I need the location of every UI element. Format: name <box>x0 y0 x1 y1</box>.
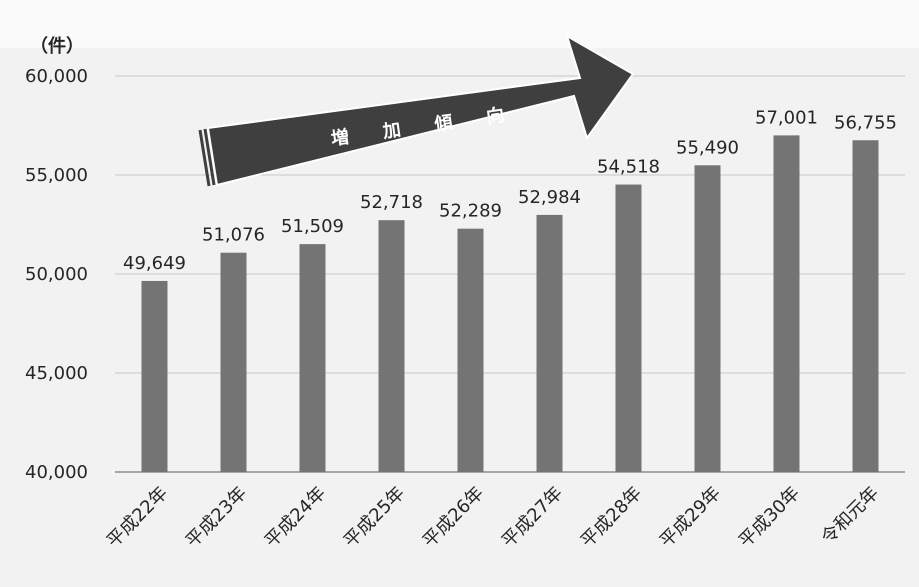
trend-arrow-shape <box>206 33 635 187</box>
bar <box>299 244 326 472</box>
data-label: 51,076 <box>202 225 265 246</box>
y-tick-label: 50,000 <box>25 264 88 285</box>
data-label: 56,755 <box>834 112 897 133</box>
bar <box>773 135 800 473</box>
bars <box>141 135 879 473</box>
data-label: 55,490 <box>676 137 739 158</box>
bar <box>615 184 642 473</box>
y-axis-tick-labels: 40,000 45,000 50,000 55,000 60,000 <box>25 66 88 483</box>
bar <box>220 252 247 472</box>
data-label: 49,649 <box>123 253 186 274</box>
y-tick-label: 40,000 <box>25 462 88 483</box>
y-tick-label: 60,000 <box>25 66 88 87</box>
bar <box>141 280 168 472</box>
y-axis-unit-label: （件） <box>30 35 84 57</box>
data-label: 51,509 <box>281 216 344 237</box>
bar <box>852 140 879 472</box>
y-tick-label: 45,000 <box>25 363 88 384</box>
data-label: 57,001 <box>755 107 818 128</box>
data-label: 52,718 <box>360 192 423 213</box>
data-labels: 49,649 51,076 51,509 52,718 52,289 52,984 54,5… <box>123 107 897 274</box>
data-label: 52,289 <box>439 201 502 222</box>
bar <box>536 214 563 472</box>
data-label: 54,518 <box>597 157 660 178</box>
bar <box>457 228 484 472</box>
y-tick-label: 55,000 <box>25 165 88 186</box>
arrow-tail-stripe-1 <box>198 129 211 187</box>
bar <box>378 220 405 472</box>
chart-top-band <box>0 0 919 48</box>
bar <box>694 165 721 472</box>
data-label: 52,984 <box>518 187 581 208</box>
arrow-tail-stripe-2 <box>203 128 216 186</box>
